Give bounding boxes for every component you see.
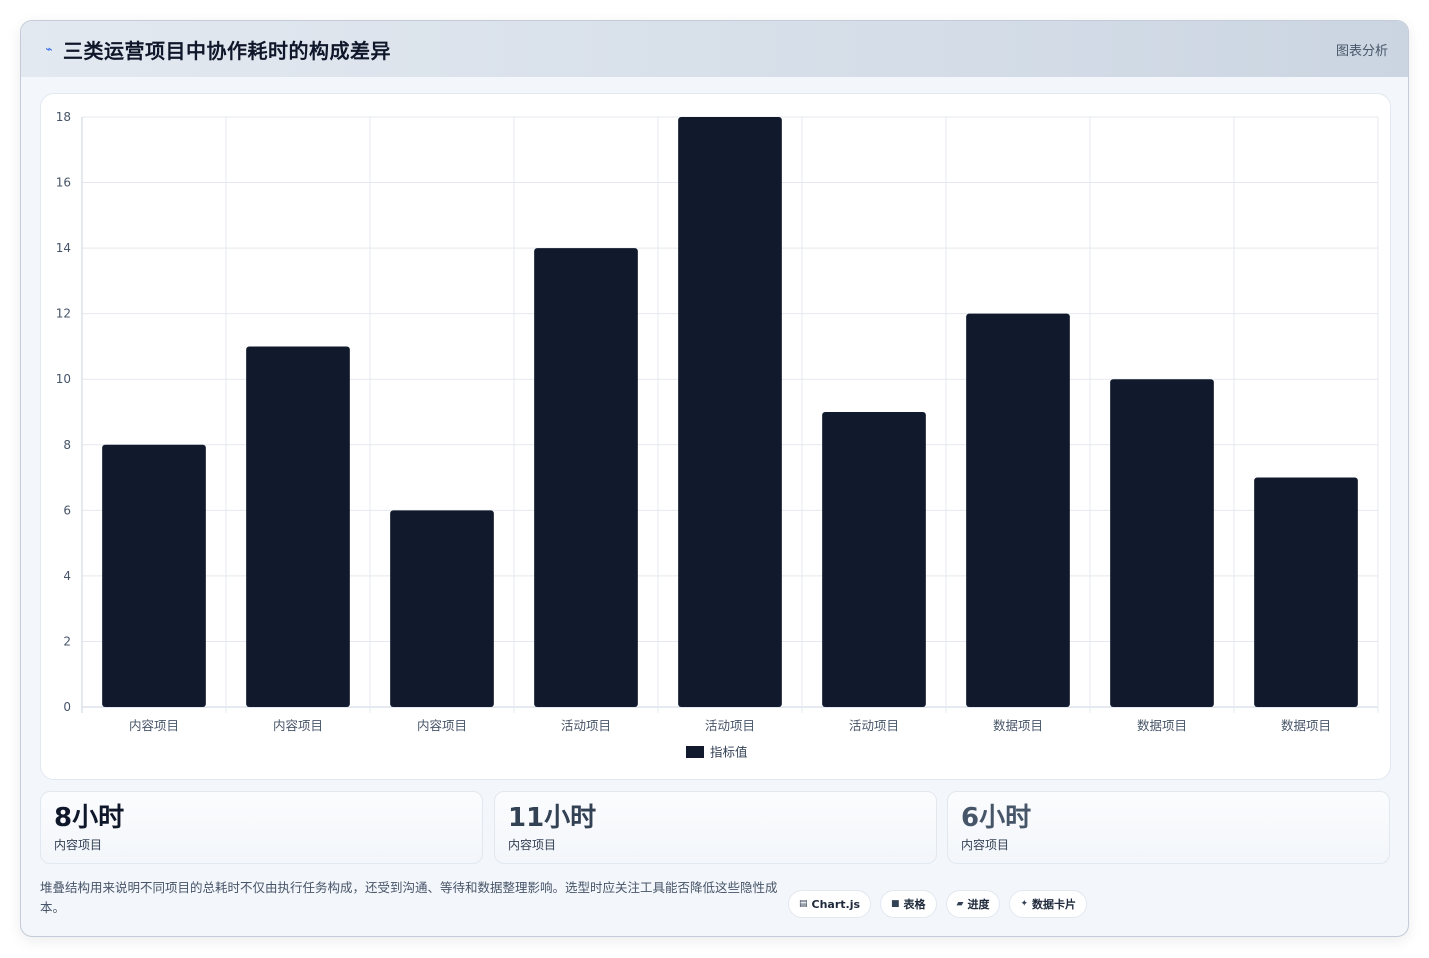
x-tick-label: 内容项目 xyxy=(129,718,179,733)
chart-card: ⌁ 三类运营项目中协作耗时的构成差异 图表分析 0 2 4 6 8 10 12 14 16 18 内… xyxy=(20,20,1409,937)
chart-icon: ▤ xyxy=(799,899,808,909)
card-icon: ✦ xyxy=(1020,899,1029,909)
bar xyxy=(678,117,782,707)
y-tick-label: 0 xyxy=(63,700,71,714)
tech-chips: ▤ Chart.js ■ 表格 ▰ 进度 ✦ 数据卡片 xyxy=(788,890,1088,918)
bar xyxy=(822,412,926,707)
stat-label: 内容项目 xyxy=(961,838,1010,852)
chip-data-card[interactable]: ✦ 数据卡片 xyxy=(1009,890,1088,918)
y-tick-label: 14 xyxy=(56,241,71,255)
x-tick-label: 内容项目 xyxy=(417,718,467,733)
stat-card: 11小时 内容项目 xyxy=(494,791,937,864)
chip-label: 进度 xyxy=(967,898,990,911)
bar-chart: 0 2 4 6 8 10 12 14 16 18 内容项目 内容项目 内容项目 活动项目 活动项目 活动项目 数… xyxy=(56,110,1379,760)
chip-table[interactable]: ■ 表格 xyxy=(880,890,937,918)
y-tick-label: 4 xyxy=(63,569,71,583)
stat-label: 内容项目 xyxy=(54,838,103,852)
y-tick-label: 10 xyxy=(56,372,71,386)
chip-label: Chart.js xyxy=(811,897,861,911)
bar xyxy=(1110,379,1214,707)
chip-chartjs[interactable]: ▤ Chart.js xyxy=(788,890,872,918)
y-tick-label: 2 xyxy=(63,634,71,648)
y-tick-label: 16 xyxy=(56,176,71,190)
stat-value: 8小时 xyxy=(54,803,125,833)
bar xyxy=(966,313,1070,707)
progress-icon: ▰ xyxy=(956,899,964,909)
chart-panel: 0 2 4 6 8 10 12 14 16 18 内容项目 内容项目 内容项目 活动项目 活动项目 活动项目 数… xyxy=(40,93,1391,780)
chip-label: 表格 xyxy=(903,898,926,911)
header-tag: 图表分析 xyxy=(1335,43,1388,59)
bar xyxy=(102,444,206,707)
y-tick-label: 8 xyxy=(63,438,71,452)
stat-value: 11小时 xyxy=(508,803,597,833)
card-header: ⌁ 三类运营项目中协作耗时的构成差异 图表分析 xyxy=(21,21,1408,77)
stat-value: 6小时 xyxy=(961,803,1032,833)
x-tick-label: 活动项目 xyxy=(849,718,899,733)
x-tick-label: 数据项目 xyxy=(993,718,1043,733)
bar xyxy=(534,248,638,707)
table-icon: ■ xyxy=(891,899,900,909)
legend-swatch xyxy=(686,746,704,758)
y-tick-label: 18 xyxy=(56,110,71,124)
bar xyxy=(1254,477,1358,707)
stat-card: 6小时 内容项目 xyxy=(947,791,1390,864)
pulse-icon: ⌁ xyxy=(45,42,53,56)
x-tick-label: 数据项目 xyxy=(1137,718,1187,733)
chip-progress[interactable]: ▰ 进度 xyxy=(945,890,1001,918)
stat-label: 内容项目 xyxy=(508,838,557,852)
footnote: 堆叠结构用来说明不同项目的总耗时不仅由执行任务构成，还受到沟通、等待和数据整理影… xyxy=(40,880,778,915)
x-tick-label: 数据项目 xyxy=(1281,718,1331,733)
chip-label: 数据卡片 xyxy=(1032,898,1077,911)
chart-title: 三类运营项目中协作耗时的构成差异 xyxy=(63,38,391,63)
x-tick-label: 活动项目 xyxy=(705,718,755,733)
y-tick-label: 12 xyxy=(56,307,71,321)
legend-label: 指标值 xyxy=(710,745,748,760)
x-tick-label: 内容项目 xyxy=(273,718,323,733)
bar xyxy=(246,346,350,707)
y-tick-label: 6 xyxy=(63,503,71,517)
bar xyxy=(390,510,494,707)
x-tick-label: 活动项目 xyxy=(561,718,611,733)
stat-card: 8小时 内容项目 xyxy=(40,791,483,864)
